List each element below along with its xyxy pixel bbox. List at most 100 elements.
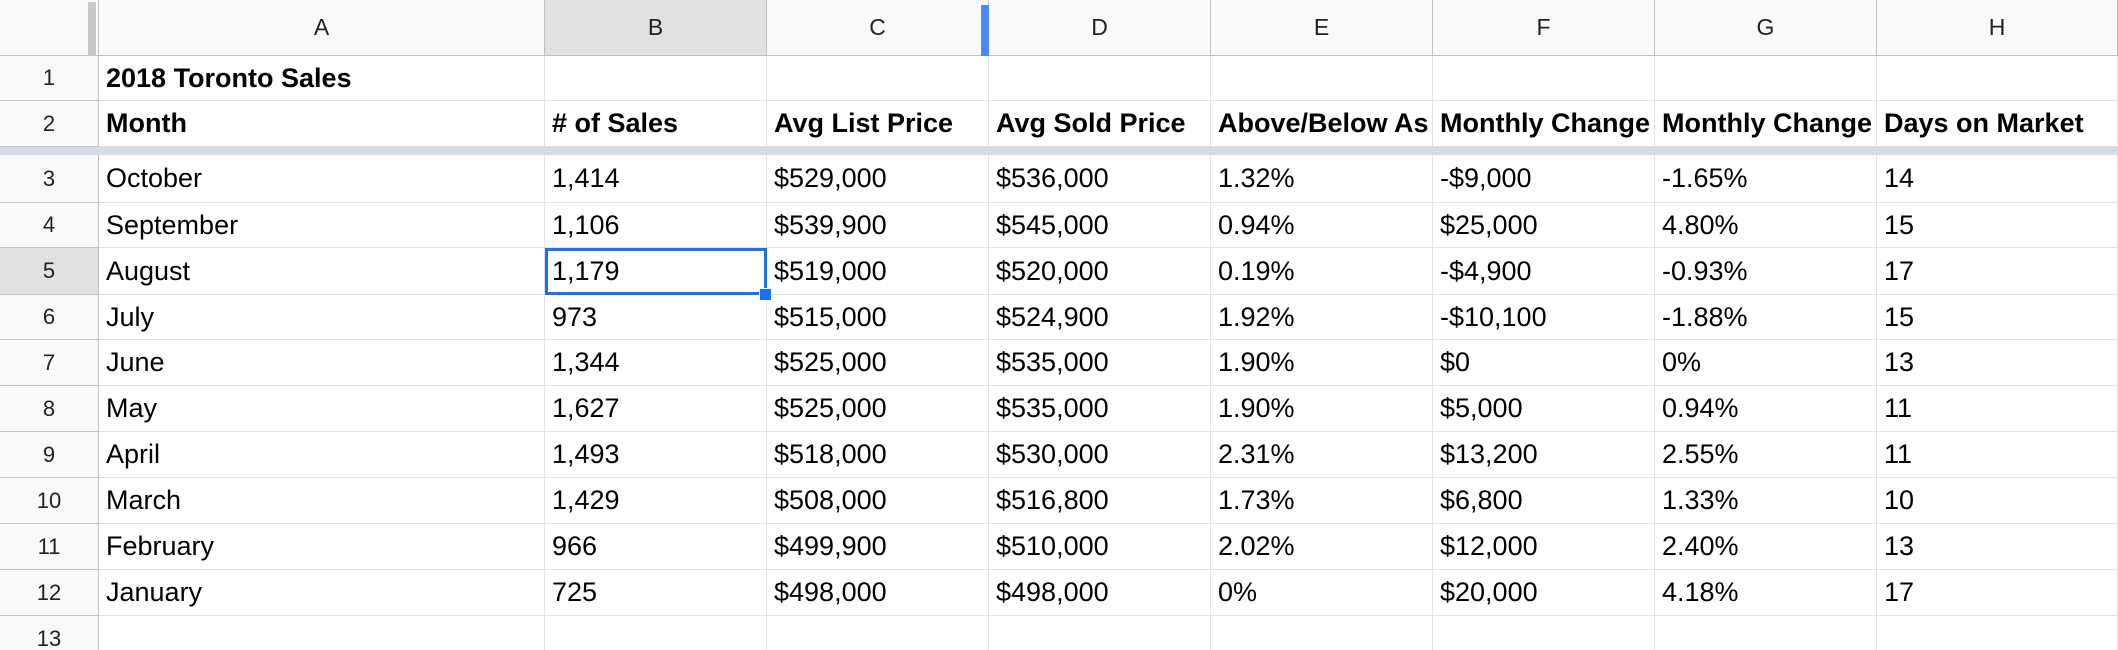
table-cell[interactable]: 4.18%	[1655, 570, 1877, 616]
table-cell[interactable]: $529,000	[767, 155, 989, 203]
table-cell[interactable]: $530,000	[989, 432, 1211, 478]
column-title-cell[interactable]: # of Sales	[545, 101, 767, 147]
row-header[interactable]: 3	[0, 155, 99, 203]
table-cell[interactable]: 1,414	[545, 155, 767, 203]
column-header-a[interactable]: A	[99, 0, 545, 56]
table-cell[interactable]: $525,000	[767, 340, 989, 386]
row-header[interactable]: 9	[0, 432, 99, 478]
table-cell[interactable]	[99, 616, 545, 650]
table-cell[interactable]: 1,493	[545, 432, 767, 478]
table-cell[interactable]: 13	[1877, 340, 2118, 386]
frozen-row-divider[interactable]	[0, 147, 2118, 155]
table-cell[interactable]: 1.33%	[1655, 478, 1877, 524]
month-cell[interactable]: February	[99, 524, 545, 570]
table-cell[interactable]: 725	[545, 570, 767, 616]
table-cell[interactable]: 14	[1877, 155, 2118, 203]
column-resize-handle[interactable]	[981, 5, 989, 56]
table-cell[interactable]: 15	[1877, 203, 2118, 248]
row-header[interactable]: 12	[0, 570, 99, 616]
column-header-e[interactable]: E	[1211, 0, 1433, 56]
month-cell[interactable]: April	[99, 432, 545, 478]
table-cell[interactable]: 1,429	[545, 478, 767, 524]
table-cell[interactable]	[545, 56, 767, 101]
table-cell[interactable]: 2.55%	[1655, 432, 1877, 478]
table-cell[interactable]: $520,000	[989, 248, 1211, 295]
row-header[interactable]: 8	[0, 386, 99, 432]
table-cell[interactable]: $20,000	[1433, 570, 1655, 616]
table-cell[interactable]: $516,800	[989, 478, 1211, 524]
table-cell[interactable]: $536,000	[989, 155, 1211, 203]
column-title-cell[interactable]: Monthly Change	[1433, 101, 1655, 147]
table-cell[interactable]: $498,000	[989, 570, 1211, 616]
column-title-cell[interactable]: Days on Market	[1877, 101, 2118, 147]
row-header[interactable]: 6	[0, 295, 99, 340]
sheet-title-cell[interactable]: 2018 Toronto Sales	[99, 56, 545, 101]
table-cell[interactable]: -1.65%	[1655, 155, 1877, 203]
row-header[interactable]: 11	[0, 524, 99, 570]
table-cell[interactable]: 0%	[1655, 340, 1877, 386]
table-cell[interactable]: 1.90%	[1211, 340, 1433, 386]
table-cell[interactable]: -0.93%	[1655, 248, 1877, 295]
column-header-d[interactable]: D	[989, 0, 1211, 56]
table-cell[interactable]: $545,000	[989, 203, 1211, 248]
table-cell[interactable]: $12,000	[1433, 524, 1655, 570]
table-cell[interactable]: $535,000	[989, 386, 1211, 432]
row-header[interactable]: 5	[0, 248, 99, 295]
table-cell[interactable]	[1877, 616, 2118, 650]
table-cell[interactable]: $515,000	[767, 295, 989, 340]
table-cell[interactable]: 11	[1877, 386, 2118, 432]
table-cell[interactable]	[1211, 56, 1433, 101]
table-cell[interactable]: $25,000	[1433, 203, 1655, 248]
table-cell[interactable]: 0.94%	[1655, 386, 1877, 432]
table-cell[interactable]: $5,000	[1433, 386, 1655, 432]
table-cell[interactable]: $498,000	[767, 570, 989, 616]
table-cell[interactable]	[989, 56, 1211, 101]
month-cell[interactable]: October	[99, 155, 545, 203]
table-cell[interactable]: 1,106	[545, 203, 767, 248]
month-cell[interactable]: July	[99, 295, 545, 340]
table-cell[interactable]: $525,000	[767, 386, 989, 432]
table-cell[interactable]: -1.88%	[1655, 295, 1877, 340]
table-cell[interactable]: 1.73%	[1211, 478, 1433, 524]
table-cell[interactable]: 2.02%	[1211, 524, 1433, 570]
column-header-c[interactable]: C	[767, 0, 989, 56]
column-header-g[interactable]: G	[1655, 0, 1877, 56]
table-cell[interactable]: $508,000	[767, 478, 989, 524]
table-cell[interactable]: 0.94%	[1211, 203, 1433, 248]
table-cell[interactable]: $6,800	[1433, 478, 1655, 524]
row-header[interactable]: 1	[0, 56, 99, 101]
table-cell[interactable]	[767, 56, 989, 101]
table-cell[interactable]: $518,000	[767, 432, 989, 478]
select-all-corner[interactable]	[0, 0, 99, 56]
month-cell[interactable]: May	[99, 386, 545, 432]
month-cell[interactable]: August	[99, 248, 545, 295]
column-header-b[interactable]: B	[545, 0, 767, 56]
table-cell[interactable]: 13	[1877, 524, 2118, 570]
table-cell[interactable]: 17	[1877, 248, 2118, 295]
table-cell[interactable]: 1.32%	[1211, 155, 1433, 203]
table-cell[interactable]: 1,344	[545, 340, 767, 386]
table-cell[interactable]: -$9,000	[1433, 155, 1655, 203]
row-header[interactable]: 4	[0, 203, 99, 248]
table-cell[interactable]: 973	[545, 295, 767, 340]
table-cell[interactable]: 10	[1877, 478, 2118, 524]
table-cell[interactable]: $499,900	[767, 524, 989, 570]
table-cell[interactable]	[767, 616, 989, 650]
row-header[interactable]: 13	[0, 616, 99, 650]
table-cell[interactable]	[1877, 56, 2118, 101]
table-cell[interactable]: $510,000	[989, 524, 1211, 570]
table-cell[interactable]: 0%	[1211, 570, 1433, 616]
table-cell[interactable]	[1433, 616, 1655, 650]
table-cell[interactable]: 4.80%	[1655, 203, 1877, 248]
row-header[interactable]: 2	[0, 101, 99, 147]
column-title-cell[interactable]: Monthly Change	[1655, 101, 1877, 147]
table-cell[interactable]	[1655, 56, 1877, 101]
column-header-h[interactable]: H	[1877, 0, 2118, 56]
table-cell[interactable]	[1655, 616, 1877, 650]
table-cell[interactable]	[545, 616, 767, 650]
table-cell[interactable]: $0	[1433, 340, 1655, 386]
table-cell[interactable]: -$4,900	[1433, 248, 1655, 295]
month-cell[interactable]: September	[99, 203, 545, 248]
table-cell[interactable]: $524,900	[989, 295, 1211, 340]
